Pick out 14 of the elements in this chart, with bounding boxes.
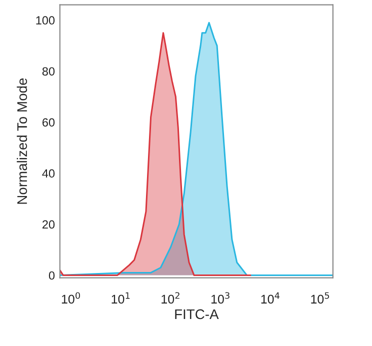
y-tick-label: 0 (48, 271, 55, 280)
x-tick-label: 10$^{0}$ (62, 292, 80, 304)
y-tick-label: 80 (42, 67, 55, 76)
y-axis-title: Normalized To Mode (16, 78, 28, 204)
y-tick-label: 100 (36, 16, 55, 25)
x-tick-label: 10$^{5}$ (311, 292, 330, 304)
y-tick-label: 20 (42, 220, 55, 229)
y-tick-label: 60 (42, 118, 55, 127)
x-tick-label: 10$^{2}$ (162, 292, 180, 304)
x-tick-label: 10$^{4}$ (261, 292, 280, 304)
x-axis-title: FITC-A (175, 309, 219, 320)
x-tick-label: 10$^{1}$ (112, 292, 130, 304)
y-tick-label: 40 (42, 169, 55, 178)
x-tick-label: 10$^{3}$ (211, 292, 230, 304)
